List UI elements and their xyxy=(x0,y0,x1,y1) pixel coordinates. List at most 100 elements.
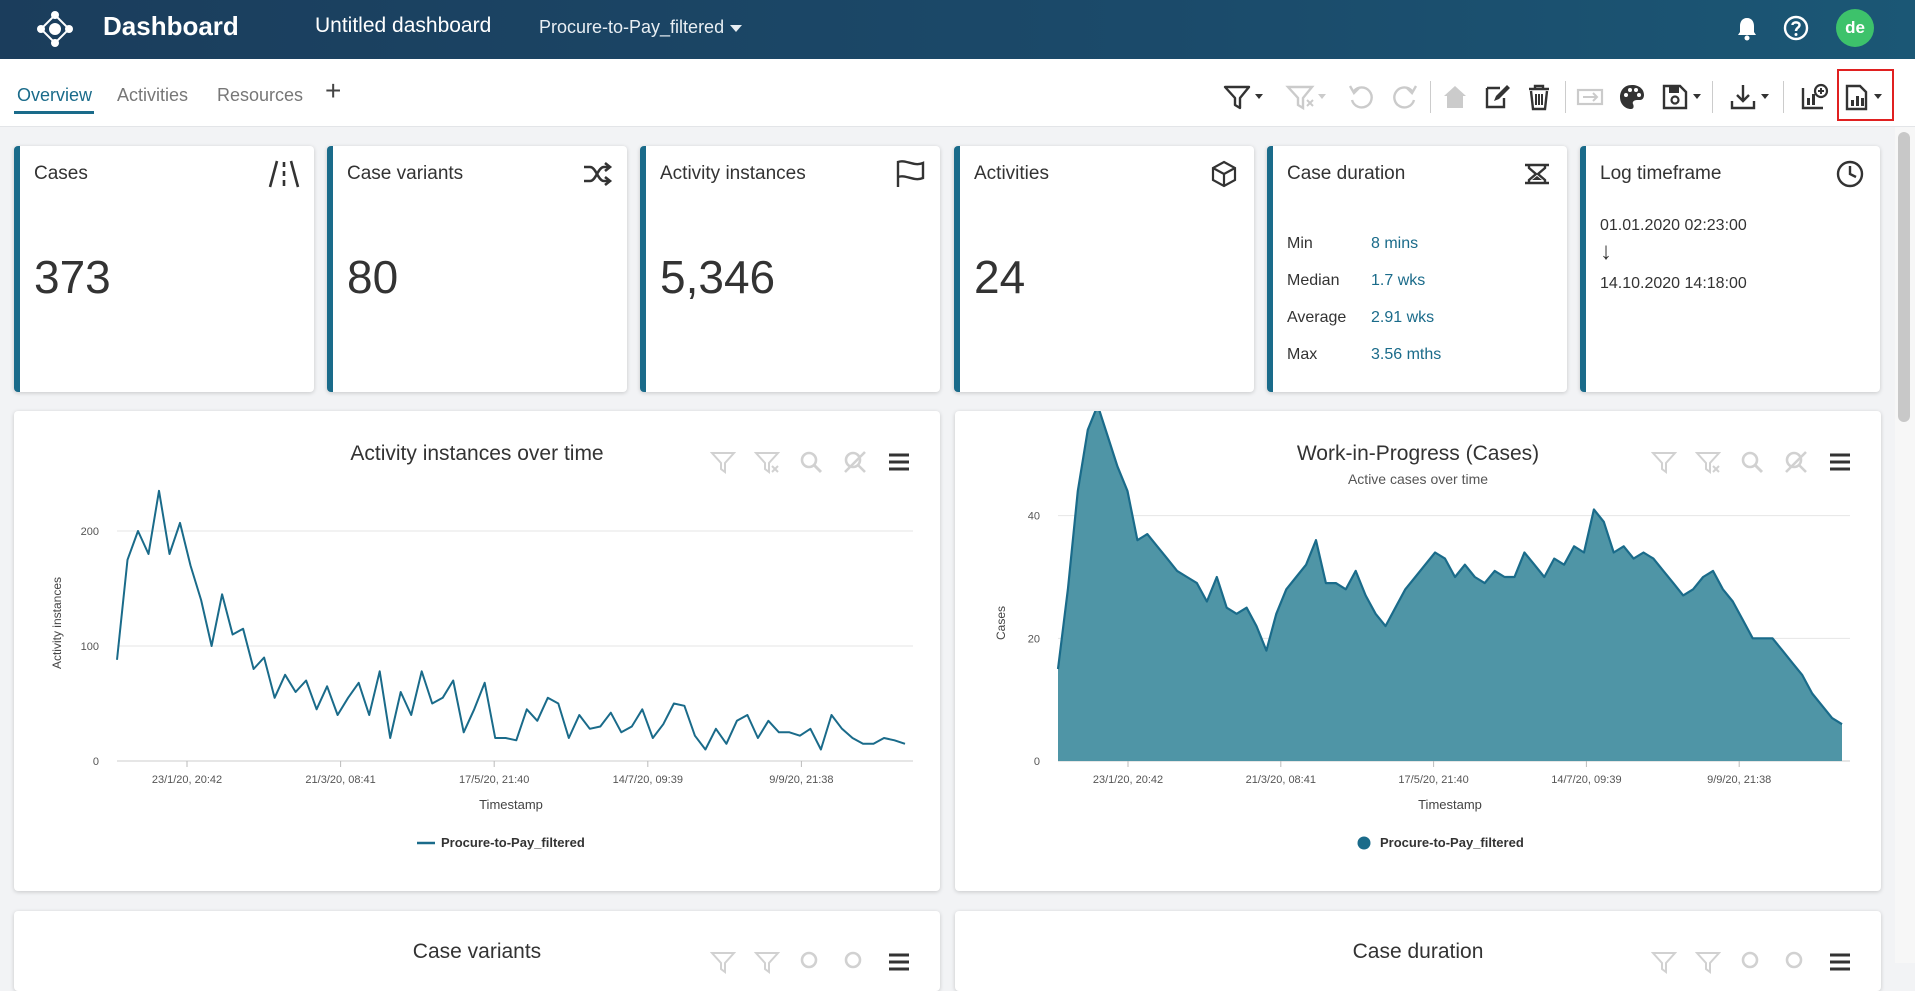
delete-button[interactable] xyxy=(1522,81,1556,113)
chart-clear-filter-button[interactable] xyxy=(1693,947,1723,977)
chart-zoom-button[interactable] xyxy=(796,947,826,977)
x-tick-label: 9/9/20, 21:38 xyxy=(1707,774,1771,786)
y-tick-label: 100 xyxy=(81,641,99,653)
add-chart-button[interactable] xyxy=(1797,81,1831,113)
card-title: Case variants xyxy=(347,163,464,184)
y-tick-label: 20 xyxy=(1028,633,1040,645)
kpi-card-log-timeframe[interactable]: Log timeframe 01.01.2020 02:23:00 ↓ 14.1… xyxy=(1580,146,1880,392)
chart-filter-button[interactable] xyxy=(708,947,738,977)
chart-clear-filter-button[interactable] xyxy=(1693,447,1723,477)
active-tab-indicator xyxy=(14,111,94,114)
edit-button[interactable] xyxy=(1480,81,1514,113)
y-tick-label: 40 xyxy=(1028,511,1040,523)
y-axis-label: Activity instances xyxy=(50,577,64,669)
activity-instances-line-chart[interactable]: 0 100 200 23/1/20, 20:42 21/3/20, 08:41 17/5/… xyxy=(14,411,940,891)
card-title: Activities xyxy=(974,163,1049,184)
clock-icon xyxy=(1836,160,1864,188)
add-chart-icon xyxy=(1801,83,1829,110)
chart-zoom-button[interactable] xyxy=(796,447,826,477)
card-title: Cases xyxy=(34,163,88,184)
dashboard-title[interactable]: Untitled dashboard xyxy=(315,14,492,37)
chart-menu-button[interactable] xyxy=(884,447,914,477)
clear-filter-icon xyxy=(1695,952,1721,974)
app-title: Dashboard xyxy=(103,11,239,41)
x-tick-label: 14/7/20, 09:39 xyxy=(613,774,683,786)
panel-toolbar xyxy=(708,947,914,977)
x-tick-label: 23/1/20, 20:42 xyxy=(1093,774,1163,786)
tab-toolbar-row: Overview Activities Resources + xyxy=(0,59,1915,127)
card-title: Activity instances xyxy=(660,163,806,184)
redo-button[interactable] xyxy=(1388,81,1422,113)
chart-clear-filter-button[interactable] xyxy=(752,947,782,977)
hamburger-menu-icon xyxy=(1830,453,1850,471)
filter-icon xyxy=(1651,952,1677,974)
chart-menu-button[interactable] xyxy=(884,947,914,977)
chart-filter-button[interactable] xyxy=(708,447,738,477)
dataset-label: Procure-to-Pay_filtered xyxy=(539,17,725,37)
highlight-box xyxy=(1837,69,1894,121)
chart-menu-button[interactable] xyxy=(1825,447,1855,477)
clear-filter-button[interactable] xyxy=(1285,81,1331,113)
search-icon xyxy=(800,951,818,969)
chart-filter-button[interactable] xyxy=(1649,447,1679,477)
kpi-card-activities[interactable]: Activities 24 xyxy=(954,146,1254,392)
panel-case-duration: Case duration xyxy=(955,911,1881,991)
chart-reset-zoom-button[interactable] xyxy=(840,447,870,477)
chart-subtitle: Active cases over time xyxy=(1347,471,1489,487)
scrollbar-thumb[interactable] xyxy=(1898,132,1910,422)
help-icon[interactable] xyxy=(1782,14,1810,42)
toolbar-divider xyxy=(1783,81,1784,113)
user-avatar[interactable]: de xyxy=(1836,9,1874,47)
kpi-card-case-variants[interactable]: Case variants 80 xyxy=(327,146,627,392)
save-button[interactable] xyxy=(1660,81,1706,113)
app-logo-icon[interactable] xyxy=(36,10,74,48)
bell-icon[interactable] xyxy=(1733,14,1761,42)
tab-activities[interactable]: Activities xyxy=(117,85,189,105)
kpi-card-case-duration[interactable]: Case duration Min 8 mins Median 1.7 wks Av… xyxy=(1267,146,1567,392)
undo-button[interactable] xyxy=(1344,81,1378,113)
activities-value: 24 xyxy=(974,251,1026,303)
download-button[interactable] xyxy=(1728,81,1774,113)
chart-zoom-button[interactable] xyxy=(1737,447,1767,477)
legend-label: Procure-to-Pay_filtered xyxy=(441,835,585,850)
dataset-dropdown[interactable]: Procure-to-Pay_filtered xyxy=(539,16,743,38)
reset-zoom-icon xyxy=(1785,951,1803,969)
theme-button[interactable] xyxy=(1615,81,1649,113)
kpi-card-activity-instances[interactable]: Activity instances 5,346 xyxy=(640,146,940,392)
y-tick-label: 0 xyxy=(93,756,99,768)
reset-zoom-icon xyxy=(844,951,862,969)
kpi-card-cases[interactable]: Cases 373 xyxy=(14,146,314,392)
x-tick-label: 14/7/20, 09:39 xyxy=(1551,774,1621,786)
save-icon xyxy=(1662,84,1701,110)
legend-marker xyxy=(1357,836,1371,850)
x-tick-label: 17/5/20, 21:40 xyxy=(1398,774,1468,786)
swap-icon xyxy=(1576,88,1604,106)
y-tick-label: 0 xyxy=(1034,756,1040,768)
swap-button[interactable] xyxy=(1573,81,1607,113)
chart-filter-button[interactable] xyxy=(1649,947,1679,977)
panel-toolbar xyxy=(1649,447,1855,477)
edit-icon xyxy=(1485,85,1510,109)
chart-title: Work-in-Progress (Cases) xyxy=(1296,442,1540,465)
cube-icon xyxy=(1211,160,1237,188)
chart-reset-zoom-button[interactable] xyxy=(1781,447,1811,477)
chart-zoom-button[interactable] xyxy=(1737,947,1767,977)
undo-icon xyxy=(1348,85,1373,109)
toolbar-divider xyxy=(1712,81,1713,113)
home-button[interactable] xyxy=(1438,81,1472,113)
panel-toolbar xyxy=(1649,947,1855,977)
add-tab-button[interactable]: + xyxy=(325,75,342,106)
tab-overview[interactable]: Overview xyxy=(17,85,93,105)
work-in-progress-area-chart[interactable]: 0 20 40 23/1/20, 20:42 21/3/20, 08:41 17/5/20… xyxy=(955,411,1881,891)
search-icon xyxy=(1741,451,1764,474)
filter-button[interactable] xyxy=(1222,81,1268,113)
duration-row-min: Min 8 mins xyxy=(1287,235,1419,252)
report-button[interactable] xyxy=(1843,81,1889,113)
reset-zoom-icon xyxy=(844,451,866,473)
panel-case-variants: Case variants xyxy=(14,911,940,991)
tab-resources[interactable]: Resources xyxy=(217,85,304,105)
chart-reset-zoom-button[interactable] xyxy=(1781,947,1811,977)
chart-reset-zoom-button[interactable] xyxy=(840,947,870,977)
chart-clear-filter-button[interactable] xyxy=(752,447,782,477)
chart-menu-button[interactable] xyxy=(1825,947,1855,977)
